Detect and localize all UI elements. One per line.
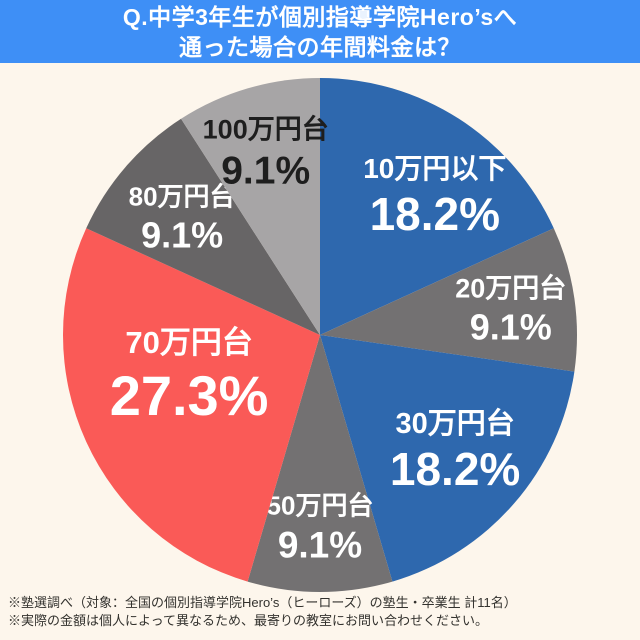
- slice-value: 9.1%: [221, 150, 310, 193]
- slice-value: 18.2%: [390, 443, 520, 495]
- chart-question-line1: Q.中学3年生が個別指導学院Hero’sへ: [122, 3, 518, 30]
- pie-slice: [320, 335, 575, 582]
- header-banner: Q.中学3年生が個別指導学院Hero’sへ 通った場合の年間料金は？: [0, 0, 640, 63]
- slice-label: 100万円台: [203, 114, 329, 145]
- slice-label: 20万円台: [455, 273, 566, 304]
- slice-value: 9.1%: [470, 307, 552, 348]
- pie-slice: [181, 78, 320, 335]
- footnotes: ※塾選調べ（対象：全国の個別指導学院Hero’s（ヒーローズ）の塾生・卒業生 計…: [8, 594, 636, 630]
- slice-value: 9.1%: [141, 215, 223, 256]
- footnote-disclaimer: ※実際の金額は個人によって異なるため、最寄りの教室にお問い合わせください。: [8, 613, 488, 628]
- slice-value: 18.2%: [370, 188, 500, 240]
- pie-slice: [320, 228, 577, 372]
- pie-slice: [86, 118, 320, 335]
- chart-question-line2: 通った場合の年間料金は？: [179, 33, 461, 60]
- footnote-survey-source: ※塾選調べ（対象：全国の個別指導学院Hero’s（ヒーローズ）の塾生・卒業生 計…: [8, 595, 517, 610]
- slice-label: 10万円以下: [363, 153, 506, 184]
- slice-label: 70万円台: [125, 325, 252, 360]
- pie-slice: [247, 335, 393, 593]
- slice-label: 80万円台: [129, 182, 236, 212]
- slice-value: 27.3%: [110, 364, 269, 427]
- slice-value: 9.1%: [278, 525, 362, 566]
- pie-slice: [320, 78, 554, 335]
- slice-label: 50万円台: [267, 491, 374, 521]
- pie-slice: [62, 228, 320, 582]
- slice-label: 30万円台: [395, 406, 514, 440]
